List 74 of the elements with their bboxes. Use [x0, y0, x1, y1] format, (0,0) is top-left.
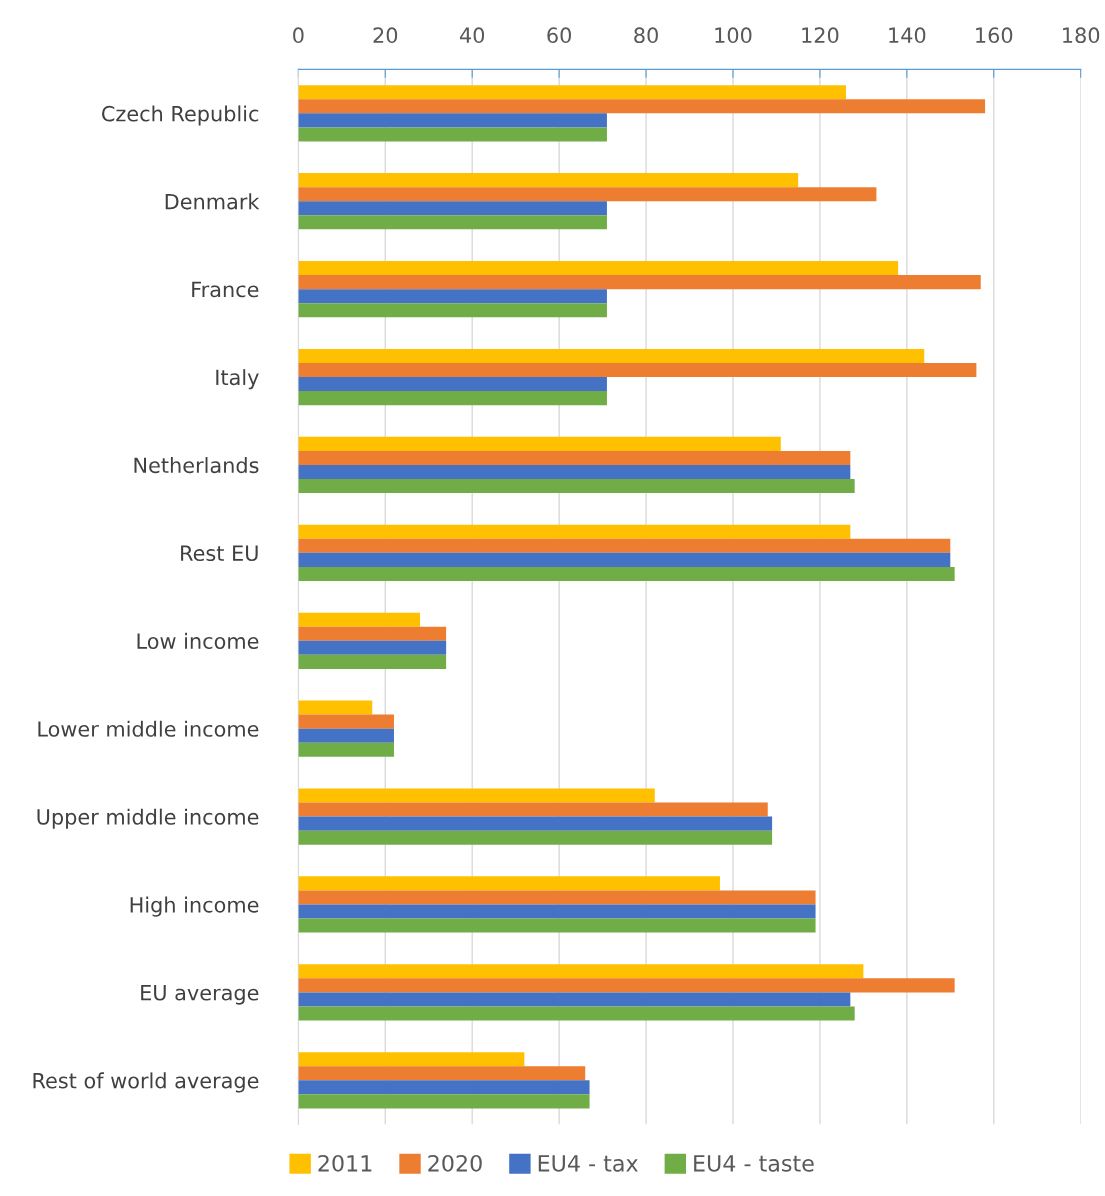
bar	[298, 918, 816, 933]
bar	[298, 479, 855, 494]
bar	[298, 538, 951, 553]
bar	[298, 612, 421, 627]
bar	[298, 127, 607, 142]
x-tick-label: 140	[889, 27, 926, 44]
bar	[298, 524, 851, 539]
bar	[298, 1006, 855, 1021]
legend-label: EU4 - tax	[538, 1155, 638, 1172]
bar	[298, 261, 899, 276]
bar	[298, 377, 607, 392]
x-tick-label: 60	[547, 27, 571, 44]
bar	[298, 362, 977, 378]
x-tick-label: 0	[293, 27, 304, 44]
bar	[298, 640, 447, 655]
y-tick-label: Netherlands	[134, 457, 259, 474]
bar	[298, 626, 447, 641]
bar	[298, 187, 877, 202]
bar	[298, 113, 607, 128]
bar	[298, 566, 955, 581]
bar	[298, 289, 607, 304]
y-tick-label: Rest of world average	[33, 1072, 259, 1093]
legend-label: 2011	[318, 1154, 372, 1172]
bar	[298, 391, 607, 406]
x-tick-label: 160	[976, 27, 1013, 44]
bar	[298, 173, 799, 188]
bar	[298, 303, 607, 318]
bar	[298, 552, 951, 567]
y-tick-label: Upper middle income	[37, 808, 259, 829]
y-tick-label: Low income	[137, 632, 259, 649]
bar	[298, 714, 394, 729]
bar	[298, 788, 655, 803]
x-tick-label: 120	[802, 27, 839, 44]
y-tick-label: High income	[130, 896, 259, 917]
bar	[298, 215, 607, 230]
legend-label: 2020	[428, 1154, 482, 1172]
y-tick-label: Italy	[216, 369, 259, 390]
x-tick-label: 80	[634, 27, 658, 44]
bar	[298, 904, 816, 919]
bar	[298, 1094, 590, 1109]
y-tick-label: Denmark	[165, 193, 260, 210]
legend-label: EU4 - taste	[694, 1155, 814, 1172]
bar	[298, 700, 373, 715]
y-tick-label: Lower middle income	[38, 720, 259, 737]
bar	[298, 450, 851, 465]
bar	[298, 1052, 525, 1067]
x-tick-label: 100	[715, 27, 752, 44]
x-tick-label: 180	[1063, 27, 1100, 44]
bar	[298, 99, 986, 114]
x-tick-label: 40	[459, 27, 485, 44]
bar	[298, 830, 773, 845]
bar	[298, 1080, 590, 1095]
bar	[298, 275, 981, 290]
bar	[298, 85, 846, 100]
x-tick-label: 20	[373, 27, 398, 44]
bar	[298, 992, 851, 1007]
bar	[298, 816, 773, 831]
y-tick-label: France	[192, 281, 259, 298]
bar	[298, 201, 607, 216]
y-tick-label: Rest EU	[181, 545, 258, 562]
bar	[298, 728, 394, 743]
bar	[298, 876, 720, 891]
bar	[298, 890, 816, 905]
bar	[298, 1066, 586, 1081]
bar	[298, 964, 864, 979]
bar	[298, 436, 781, 451]
bar	[298, 802, 768, 817]
y-tick-label: EU average	[141, 985, 259, 1005]
y-tick-label: Czech Republic	[102, 105, 259, 126]
bar	[298, 464, 851, 480]
bar	[298, 654, 447, 669]
bar	[298, 742, 394, 757]
bar	[298, 978, 955, 993]
bar	[298, 348, 925, 363]
